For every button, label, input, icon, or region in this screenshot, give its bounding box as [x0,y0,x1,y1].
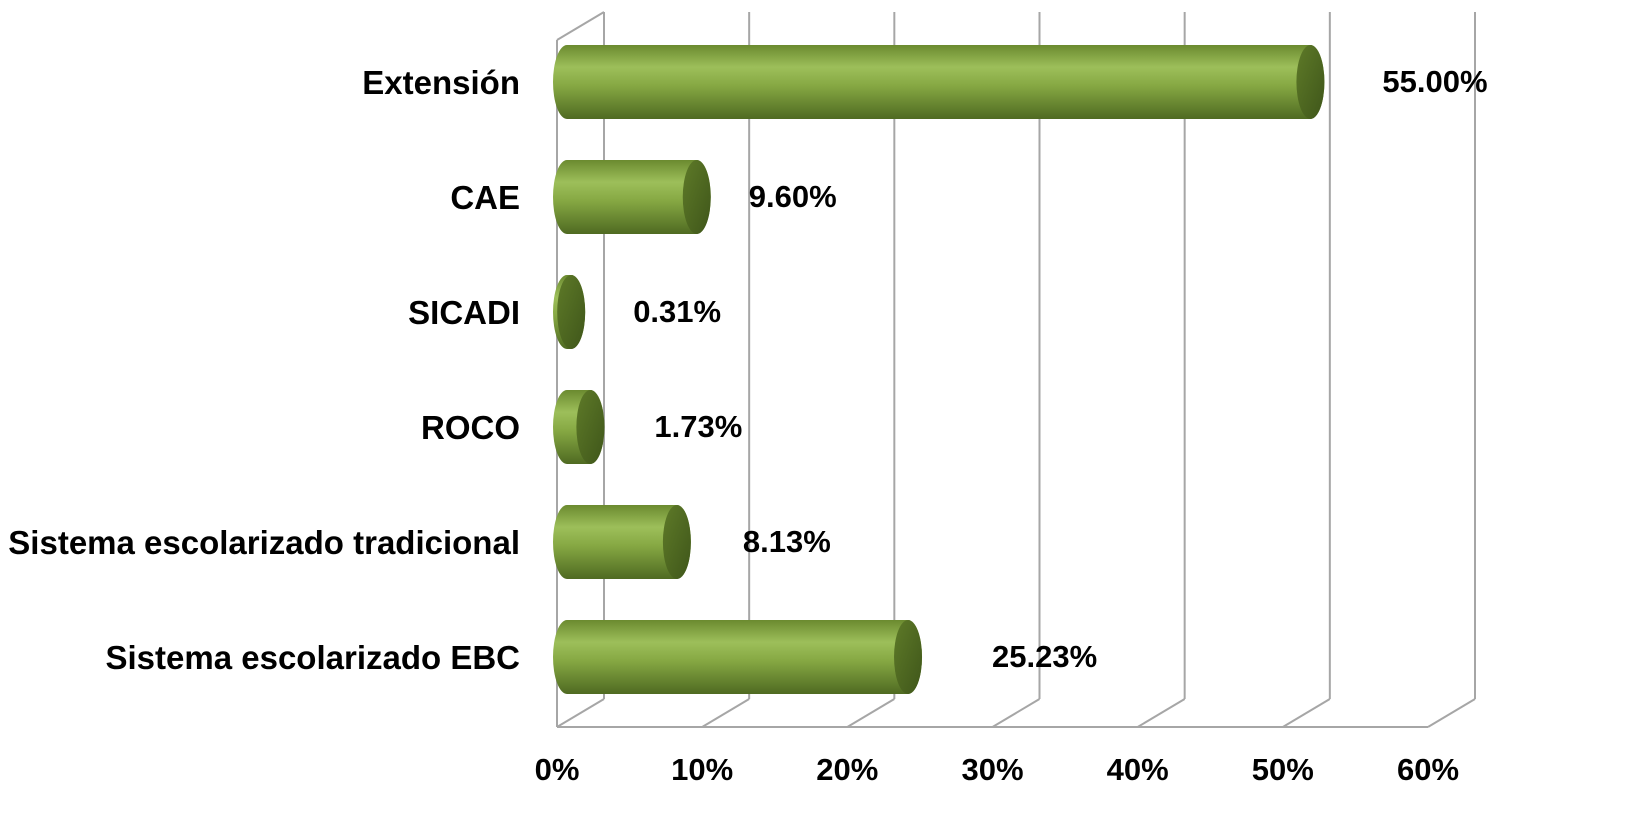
x-tick-label: 10% [671,752,733,787]
bar-cap [557,275,586,349]
category-label: Extensión [362,64,520,101]
x-tick-label: 60% [1397,752,1459,787]
bar-body [553,505,691,579]
x-tick-label: 0% [535,752,580,787]
floor-gridline [991,698,1041,728]
data-label: 8.13% [743,524,831,559]
bar-body [553,620,923,694]
bar-cap [682,160,711,234]
x-tick-label: 20% [816,752,878,787]
bar [553,390,605,464]
category-label: ROCO [421,409,520,446]
bar-cap [894,620,923,694]
x-tick-label: 50% [1252,752,1314,787]
bar [553,45,1325,119]
data-label: 9.60% [749,179,837,214]
bar-cap [576,390,605,464]
category-label: Sistema escolarizado EBC [106,639,521,676]
bar [553,505,691,579]
x-tick-label: 30% [961,752,1023,787]
data-label: 25.23% [992,639,1097,674]
floor-gridline [556,698,605,728]
floor-gridline [1137,698,1186,728]
bar-cap [1296,45,1325,119]
floor-gridline [701,698,750,728]
bar [553,620,923,694]
bar [553,160,711,234]
chart-grid [556,11,1476,728]
floor-gridline [1282,698,1331,728]
category-label: Sistema escolarizado tradicional [8,524,520,561]
x-tick-label: 40% [1107,752,1169,787]
data-label: 55.00% [1382,64,1487,99]
floor-gridline [846,698,895,728]
bar-body [553,45,1325,119]
category-label: CAE [450,179,520,216]
bar [553,275,586,349]
bar-body [553,160,711,234]
data-label: 0.31% [633,294,721,329]
left-wall-top [556,11,605,41]
bar-cap [662,505,691,579]
category-label: SICADI [408,294,520,331]
chart-bars [553,45,1325,694]
chart-labels: 0% 10% 20% 30% 40% 50% 60% Extensión 55.00% CAE 9.… [8,64,1487,787]
floor-gridline [1427,698,1476,728]
data-label: 1.73% [654,409,742,444]
